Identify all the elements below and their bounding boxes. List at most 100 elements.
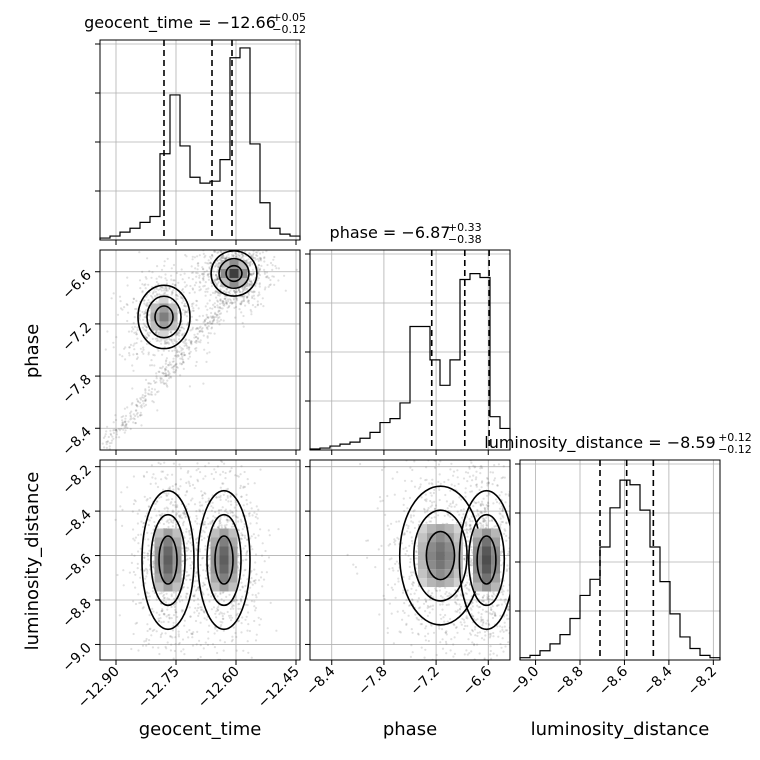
- density-cell: [168, 321, 178, 331]
- contour-geocent_lumdist-1-0: [197, 489, 251, 631]
- density-cell: [228, 573, 238, 583]
- x-tick-label: −12.45: [255, 664, 303, 712]
- density-cell: [238, 277, 248, 287]
- contour-geocent_lumdist-1-2: [214, 535, 234, 585]
- density-cell: [219, 582, 229, 592]
- density-cell: [453, 551, 463, 561]
- density-cell: [219, 564, 229, 574]
- hist-frame-luminosity_distance: [519, 459, 721, 661]
- hist-frame-geocent_time: [99, 39, 301, 241]
- density-cell: [453, 542, 463, 552]
- density-cell: [172, 537, 182, 547]
- density-cell: [154, 528, 164, 538]
- x-tick-label: −12.75: [135, 664, 183, 712]
- contour-geocent_lumdist-1-1: [206, 513, 242, 607]
- density-cell: [426, 551, 436, 561]
- density-cell: [473, 537, 483, 547]
- scatter-points-geocent_lumdist: [114, 460, 280, 660]
- x-tick-label: −7.8: [355, 664, 390, 699]
- contour-geocent_phase-0-0: [137, 284, 191, 350]
- x-tick-label: −8.8: [551, 664, 586, 699]
- density-cell: [150, 321, 160, 331]
- density-cell: [453, 578, 463, 588]
- contour-geocent_lumdist-0-2: [158, 535, 178, 585]
- density-cell: [473, 528, 483, 538]
- density-cell: [219, 528, 229, 538]
- hist-panel-geocent_time: [95, 39, 301, 245]
- density-cell: [159, 312, 169, 322]
- density-cell: [435, 524, 445, 534]
- density-cell: [172, 573, 182, 583]
- density-cell: [229, 277, 239, 287]
- density-cell: [482, 582, 492, 592]
- x-tick-label: −8.6: [596, 663, 631, 698]
- scatter-points-geocent_phase: [101, 250, 298, 450]
- density-cell: [491, 573, 501, 583]
- x-axis-label-geocent-time: geocent_time: [139, 719, 262, 740]
- density-cell: [210, 528, 220, 538]
- title-plus-luminosity_distance: +0.12: [718, 431, 752, 444]
- contour-geocent_lumdist-0-0: [141, 489, 195, 631]
- panels-layer: −9.0 −8.8 −8.6 −8.4 −8.2−8.4−7.8−7.2−6.6−12.…: [59, 39, 721, 712]
- density-cell: [228, 537, 238, 547]
- density-cell: [228, 528, 238, 538]
- density-cell: [417, 542, 427, 552]
- x-tick-label: −6.6: [460, 663, 495, 698]
- density-cell: [444, 524, 454, 534]
- density-cell: [417, 560, 427, 570]
- title-plus-phase: +0.33: [448, 221, 482, 234]
- density-cell: [210, 537, 220, 547]
- density-cell: [426, 578, 436, 588]
- y-tick-label: −7.8: [59, 372, 94, 407]
- density-cell: [163, 555, 173, 565]
- contour-phase_lumdist-1-0: [458, 489, 510, 631]
- contour-phase_lumdist-1-2: [476, 535, 497, 585]
- density-cell: [228, 582, 238, 592]
- density-cell: [168, 303, 178, 313]
- density-cell: [159, 303, 169, 313]
- density-cell: [172, 528, 182, 538]
- density-cell: [435, 533, 445, 543]
- density-cell: [482, 564, 492, 574]
- scatter-frame-phase_lumdist: [309, 459, 511, 661]
- density-cell: [491, 582, 501, 592]
- density-cell: [473, 582, 483, 592]
- x-tick-label: −9.0: [507, 664, 542, 699]
- density-cell: [229, 259, 239, 269]
- histogram-phase: [309, 273, 511, 450]
- y-axis-label-phase: phase: [22, 324, 43, 378]
- contour-geocent_phase-1-0: [210, 250, 258, 297]
- density-cell: [210, 573, 220, 583]
- title-plus-geocent_time: +0.05: [272, 11, 306, 24]
- density-cell: [154, 582, 164, 592]
- density-cell: [435, 569, 445, 579]
- x-axis-label-luminosity-distance: luminosity_distance: [531, 719, 710, 740]
- x-tick-label: −12.90: [75, 664, 123, 712]
- scatter-panel-geocent_phase: −8.4 −7.8 −7.2 −6.6: [59, 249, 301, 459]
- density-cell: [163, 528, 173, 538]
- title-luminosity_distance: luminosity_distance = −8.59: [484, 433, 715, 453]
- y-axis-label-luminosity-distance: luminosity_distance: [22, 472, 43, 651]
- title-phase: phase = −6.87: [330, 223, 451, 242]
- density-cell: [482, 528, 492, 538]
- scatter-panel-geocent_lumdist: −12.90 −12.75 −12.60 −12.45 −9.0 −8.8 −8.6 −8.4…: [59, 459, 303, 712]
- x-tick-label: −8.4: [303, 663, 338, 698]
- density-cell: [159, 330, 169, 340]
- density-cell: [210, 582, 220, 592]
- y-tick-label: −8.4: [59, 424, 94, 459]
- density-cell: [453, 533, 463, 543]
- density-cell: [238, 268, 248, 278]
- axis-labels-layer: geocent_time phase luminosity_distance p…: [22, 324, 709, 740]
- x-tick-label: −8.4: [640, 663, 675, 698]
- density-cell: [219, 555, 229, 565]
- y-tick-label: −8.8: [59, 596, 94, 631]
- x-axis-label-phase: phase: [383, 719, 437, 740]
- density-cell: [444, 551, 454, 561]
- contour-geocent_phase-1-2: [225, 264, 243, 283]
- density-cell: [220, 277, 230, 287]
- x-tick-label: −8.2: [685, 664, 720, 699]
- density-cell: [163, 537, 173, 547]
- hist-panel-phase: [305, 249, 511, 455]
